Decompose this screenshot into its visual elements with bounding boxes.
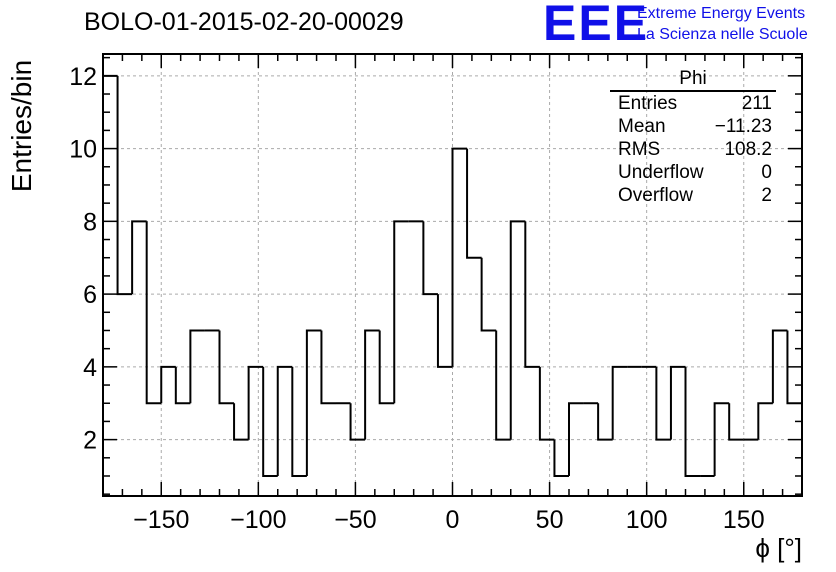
histogram-bin	[611, 365, 628, 440]
stats-label: Underflow	[618, 162, 704, 183]
y-tick-label: 10	[69, 136, 97, 164]
stats-row-overflow: Overflow 2	[610, 184, 776, 207]
x-tick-label: 100	[626, 506, 668, 534]
x-tick-label: −100	[230, 506, 286, 534]
x-tick-label: −150	[133, 506, 189, 534]
stats-row-entries: Entries 211	[610, 92, 776, 115]
histogram-bin	[495, 330, 511, 441]
histogram-bin	[553, 439, 569, 477]
histogram-bin	[757, 402, 773, 440]
histogram-bin	[174, 366, 191, 405]
histogram-bin	[145, 221, 162, 405]
plot-title: BOLO-01-2015-02-20-00029	[84, 8, 404, 36]
histogram-bin	[262, 366, 278, 477]
stats-box-title: Phi	[610, 68, 776, 92]
histogram-bin	[728, 403, 744, 441]
y-tick-label: 2	[83, 427, 97, 455]
axis-ticks	[102, 54, 803, 496]
y-tick-label: 6	[83, 281, 97, 309]
stats-value: −11.23	[714, 116, 772, 137]
stats-box: Phi Entries 211 Mean −11.23 RMS 108.2 Un…	[610, 68, 776, 207]
histogram-bin	[247, 365, 264, 440]
stats-value: 0	[761, 162, 772, 183]
histogram-bin	[466, 148, 482, 259]
x-tick-label: −50	[334, 506, 376, 534]
y-tick-label: 8	[83, 208, 97, 236]
stats-label: RMS	[618, 139, 661, 160]
histogram-bin	[305, 329, 322, 476]
eee-logo-line1: Extreme Energy Events	[637, 5, 806, 22]
histogram-bin	[436, 294, 453, 368]
histogram-bin	[189, 329, 205, 404]
histogram-bin	[655, 366, 671, 441]
histogram-bin	[233, 403, 249, 441]
stats-row-rms: RMS 108.2	[610, 138, 776, 161]
histogram-bin	[364, 329, 380, 440]
stats-value: 211	[741, 93, 772, 114]
histogram-bin	[480, 257, 497, 332]
stats-label: Mean	[618, 116, 666, 137]
stats-label: Entries	[618, 93, 678, 114]
histogram-bin	[568, 402, 584, 476]
histogram-bin	[218, 330, 235, 405]
histogram-bin	[713, 402, 730, 476]
x-tick-label: 150	[723, 506, 765, 534]
histogram-bin	[131, 220, 147, 295]
stats-label: Overflow	[618, 185, 693, 206]
histogram-bin	[291, 366, 307, 477]
histogram-bin	[160, 365, 176, 404]
histogram-bin	[524, 221, 540, 368]
stats-value: 108.2	[724, 139, 772, 160]
x-axis-label: ϕ [°]	[755, 533, 802, 563]
stats-value: 2	[761, 185, 772, 206]
histogram-bin	[102, 74, 118, 496]
histogram-bin	[538, 366, 555, 441]
histogram-bin	[669, 365, 686, 440]
histogram-bin	[771, 329, 788, 404]
x-tick-label: 0	[446, 506, 460, 534]
y-tick-label: 12	[69, 63, 97, 91]
histogram-bin	[597, 403, 613, 441]
histogram-bin	[684, 366, 701, 477]
histogram-bin	[320, 330, 336, 405]
y-tick-label: 4	[83, 354, 97, 382]
histogram-bin	[116, 75, 133, 296]
eee-logo-line2: La Scienza nelle Scuole	[637, 26, 808, 43]
histogram-bin	[509, 220, 526, 440]
stats-row-underflow: Underflow 0	[610, 161, 776, 184]
x-tick-label: 50	[536, 506, 564, 534]
histogram-bin	[378, 330, 395, 405]
stats-row-mean: Mean −11.23	[610, 115, 776, 138]
histogram-bin	[422, 221, 438, 296]
eee-logo-text: Extreme Energy Events La Scienza nelle S…	[637, 3, 808, 45]
histogram-bin	[393, 220, 409, 404]
tick-labels: −150 −100 −50 0 50 100 150 2 4 6 8 10 12	[69, 63, 764, 534]
eee-logo: EEE	[543, 0, 650, 51]
histogram-bin	[349, 403, 366, 441]
y-axis-label: Entries/bin	[6, 59, 37, 193]
histogram-bin	[451, 147, 468, 367]
histogram-bin	[276, 365, 293, 476]
